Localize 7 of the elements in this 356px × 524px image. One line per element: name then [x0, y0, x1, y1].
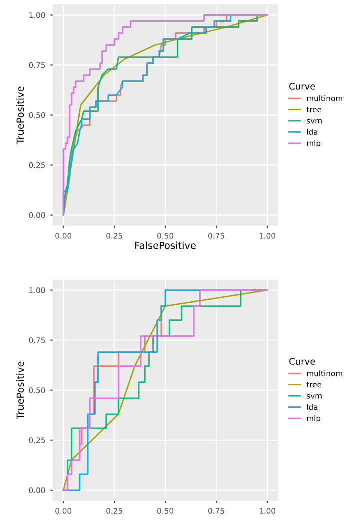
x-axis-title: FalsePositive: [136, 242, 196, 250]
line-series: [62, 14, 268, 216]
y-axis-title: TruePositive: [16, 362, 24, 420]
legend-title: Curve: [290, 83, 316, 90]
y-axis-title: TruePositive: [16, 86, 24, 144]
line-series: [62, 290, 268, 492]
legend-title: Curve: [290, 358, 316, 365]
